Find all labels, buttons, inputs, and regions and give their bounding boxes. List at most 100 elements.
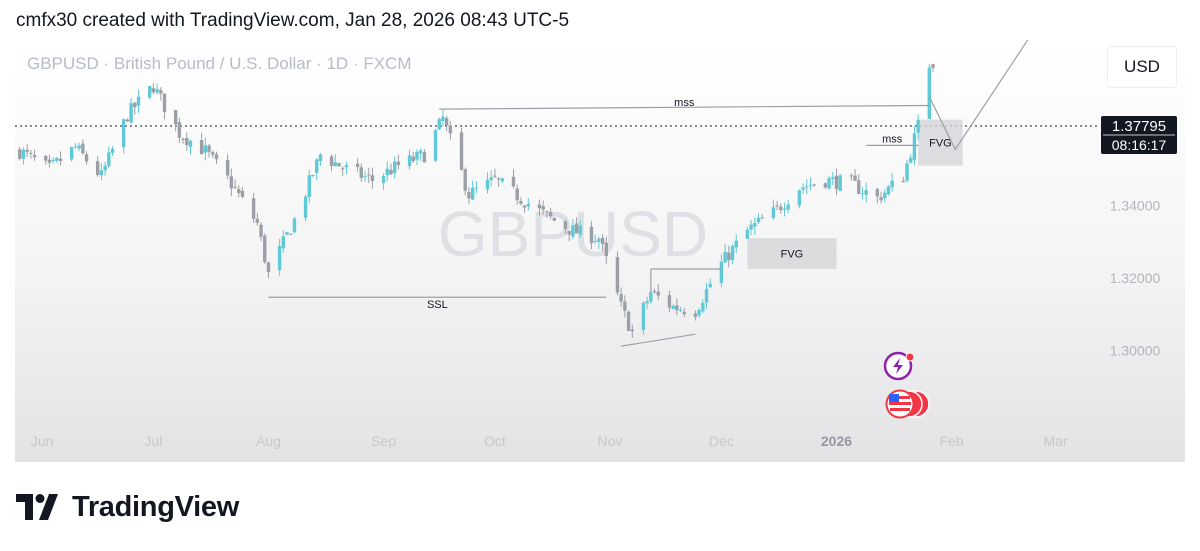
candle-body <box>129 103 133 123</box>
currency-button[interactable]: USD <box>1107 46 1177 88</box>
candle-body <box>723 251 727 263</box>
candle-body <box>853 175 857 181</box>
candle-body <box>444 118 449 126</box>
candle-body <box>237 189 241 193</box>
candle-body <box>422 152 427 163</box>
candle-body <box>125 119 130 122</box>
time-axis[interactable]: Jun Jul Aug Sep Oct Nov Dec 2026 Feb Mar <box>31 433 1068 449</box>
candle-body <box>801 187 805 190</box>
candle-body <box>537 204 542 209</box>
candle-body <box>151 88 156 93</box>
mss-label: mss <box>674 97 695 109</box>
candle-body <box>749 224 753 230</box>
candle-body <box>121 119 126 148</box>
candle-body <box>563 221 568 229</box>
candle-body <box>110 148 115 153</box>
candle-body <box>797 190 802 206</box>
candle-body <box>931 64 935 68</box>
candle-body <box>522 205 527 208</box>
candle-body <box>136 96 141 106</box>
candle-body <box>604 242 608 257</box>
candle-body <box>385 168 389 176</box>
candle-body <box>292 218 297 233</box>
projection-path <box>928 40 1029 151</box>
candle-body <box>704 288 709 303</box>
candle-body <box>875 189 880 197</box>
candle-body <box>697 310 701 316</box>
candles-layer <box>18 63 935 339</box>
candle-body <box>133 102 137 108</box>
candle-body <box>630 329 634 332</box>
candle-body <box>485 179 490 190</box>
chart-panel[interactable]: GBPUSD SSLmssmssFVGFVGDOL 1.300001.32000… <box>15 40 1185 462</box>
candle-body <box>652 291 657 293</box>
candle-body <box>730 246 735 261</box>
candle-body <box>147 86 152 98</box>
candle-body <box>671 305 675 309</box>
candle-body <box>207 145 211 152</box>
candle-body <box>775 205 779 207</box>
candle-body <box>311 174 315 176</box>
candle-body <box>771 207 776 218</box>
time-tick-label: Aug <box>256 433 281 449</box>
candle-body <box>593 240 597 242</box>
bolt-icon[interactable] <box>883 351 915 381</box>
candle-body <box>901 180 905 183</box>
candle-body <box>645 301 649 304</box>
candle-body <box>277 246 282 271</box>
candle-body <box>834 175 839 190</box>
candle-body <box>667 295 672 308</box>
candle-body <box>678 309 683 311</box>
candle-body <box>367 174 371 176</box>
candle-body <box>103 165 107 171</box>
candle-body <box>155 88 159 93</box>
candle-body <box>786 204 790 210</box>
candle-body <box>411 156 415 162</box>
candle-body <box>463 169 467 191</box>
candle-body <box>181 138 185 140</box>
candle-body <box>470 187 475 200</box>
candle-body <box>753 222 757 227</box>
candle-body <box>341 168 345 170</box>
tradingview-logo[interactable]: TradingView <box>16 490 239 524</box>
candle-body <box>693 313 698 317</box>
candle-body <box>95 161 100 175</box>
candle-body <box>597 238 601 242</box>
time-tick-label: Jul <box>144 433 162 449</box>
candle-body <box>407 155 412 167</box>
candle-body <box>303 196 308 218</box>
candle-body <box>541 206 545 210</box>
candle-body <box>860 193 865 195</box>
candle-body <box>641 302 646 330</box>
last-price-label: 1.37795 <box>1112 118 1166 135</box>
candle-body <box>849 175 854 177</box>
price-chart[interactable]: GBPUSD SSLmssmssFVGFVGDOL 1.300001.32000… <box>15 40 1185 462</box>
candle-body <box>526 203 531 207</box>
candle-body <box>779 206 783 211</box>
candle-body <box>344 165 349 168</box>
fvg-zone <box>918 119 963 166</box>
candle-body <box>214 154 219 160</box>
candle-body <box>199 140 204 155</box>
candle-body <box>927 67 931 120</box>
candle-body <box>600 237 605 244</box>
candle-body <box>396 161 401 166</box>
candle-body <box>441 116 445 122</box>
us-flag-icon[interactable] <box>885 389 930 419</box>
candle-body <box>467 191 471 199</box>
candle-body <box>578 225 583 235</box>
candle-body <box>823 183 828 188</box>
candle-body <box>392 161 397 173</box>
time-tick-label: Dec <box>709 433 734 449</box>
candle-body <box>589 226 594 244</box>
trend-line <box>621 333 696 347</box>
candle-body <box>459 132 464 170</box>
candle-body <box>760 217 764 219</box>
candle-body <box>77 145 81 149</box>
candle-body <box>173 110 178 125</box>
price-tick-label: 1.32000 <box>1110 270 1161 286</box>
candle-body <box>701 302 705 312</box>
candle-body <box>864 190 868 195</box>
time-tick-label: Sep <box>371 433 396 449</box>
